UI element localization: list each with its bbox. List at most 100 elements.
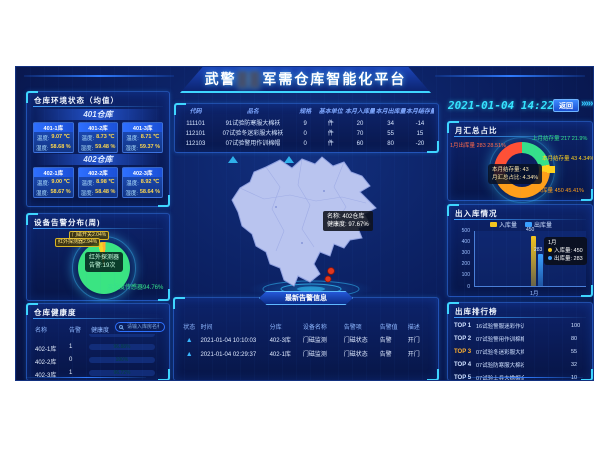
env-card[interactable]: 402-2库 温度: 8.98 ℃ 湿度: 58.48 % (77, 167, 119, 198)
pie-tooltip: 红外探测器 告警:19次 (85, 252, 124, 272)
list-item[interactable]: TOP 2 07试验警用作训棉帽 80 (454, 335, 578, 343)
temp-label: 温度: (81, 136, 95, 142)
header-left-line (24, 75, 174, 77)
city-dot (301, 242, 303, 244)
donut-label-lastmonth: 上月结存量 217 21.9% (532, 136, 588, 142)
hum-label: 湿度: (35, 191, 49, 197)
donut-label-outbound: 1月出库量 283 28.51% (450, 143, 506, 149)
city-dot (323, 190, 325, 192)
province-borders (239, 158, 367, 252)
env-status-panel: 仓库环境状态（均值） 401仓库 401-1库 温度: 9.07 ℃ 湿度: 58.… (26, 91, 170, 207)
flow-panel-title: 出入库情况 (455, 209, 498, 218)
inventory-panel: 代码 品名 规格 基本单位 本月入库量 本月出库量 本月结存量 111101 91试验防寒服大… (174, 103, 439, 153)
bar-inbound[interactable] (531, 235, 536, 286)
header-right-line (435, 75, 585, 77)
table-row[interactable]: 111101 91试验防寒服大棉袄 9 件 20 34 -14 (186, 121, 425, 127)
table-row[interactable]: 402-1库 1 96.88% (27, 341, 169, 354)
pie-label-main: 温湿度传感器94.76% (107, 285, 164, 291)
bar-outbound[interactable] (538, 254, 543, 286)
selected-slice-notch (547, 166, 555, 173)
list-item[interactable]: TOP 4 07试验防寒服大棉袄 32 (454, 361, 578, 369)
alerts-header-row: 状态 时间 分库 设备名称 告警项 告警值 描述 (183, 325, 420, 331)
hum-value: 59.37 % (139, 144, 161, 150)
warehouse-marker[interactable] (327, 267, 335, 275)
group-401-cards: 401-1库 温度: 9.07 ℃ 湿度: 58.68 % 401-2库 温度: 8.… (33, 122, 164, 153)
table-row[interactable]: 402-2库 0 100% (27, 354, 169, 367)
chevrons-decoration: »»»»» (581, 98, 593, 109)
table-row[interactable]: 402-3库 1 96.72% (27, 367, 169, 380)
datetime-display: 2021-01-04 14:22:37 (448, 99, 574, 112)
hum-label: 湿度: (125, 191, 138, 197)
divider (454, 219, 586, 220)
sichuan-map[interactable] (206, 147, 416, 305)
hum-label: 湿度: (35, 146, 49, 152)
title-banner: 武警██军需仓库智能化平台 (180, 67, 431, 93)
list-item[interactable]: TOP 116试验警服迷彩作训帽100 (454, 322, 581, 330)
temp-label: 温度: (126, 136, 139, 142)
flow-panel: 出入库情况 入库量 出库量 500 400 300 200 100 0 450 … (447, 204, 593, 297)
warehouse-marker[interactable] (324, 275, 332, 283)
hum-label: 湿度: (80, 146, 94, 152)
env-card[interactable]: 401-3库 温度: 8.71 ℃ 湿度: 59.37 % (122, 122, 164, 153)
temp-label: 温度: (126, 181, 139, 187)
table-row[interactable]: ▲ 2021-01-04 10:10:03 402-3库 门磁监测 门磁状态 告警 开门 (185, 337, 420, 344)
y-tick: 100 (461, 272, 470, 278)
tooltip-dot-inbound (548, 248, 552, 252)
pie-label-infrared: 红外探测器2.94% (55, 238, 101, 247)
alert-triangle-icon: ▲ (185, 337, 193, 344)
list-item[interactable]: TOP 307试验冬迷彩服大棉袄55 (454, 348, 578, 356)
divider (33, 318, 163, 319)
bottom-deco-line (26, 377, 146, 378)
rank-bar (524, 337, 568, 341)
table-row[interactable]: 112101 07试验冬迷彩服大棉袄 0 件 70 55 15 (185, 131, 424, 137)
temp-value: 9.07 ℃ (51, 134, 70, 140)
divider (454, 317, 586, 318)
bar-tooltip: 1月 入库量: 450 出库量: 283 (544, 237, 587, 265)
x-axis-label: 1月 (530, 291, 539, 297)
hum-label: 湿度: (80, 191, 94, 197)
group-402-label: 402仓库 (35, 154, 161, 165)
env-card-title: 401-3库 (123, 123, 163, 132)
env-card-title: 402-1库 (34, 168, 73, 177)
legend-swatch (525, 222, 533, 227)
env-card[interactable]: 401-2库 温度: 8.73 ℃ 湿度: 59.48 % (77, 122, 119, 153)
env-card[interactable]: 402-3库 温度: 8.92 ℃ 湿度: 58.64 % (122, 167, 164, 198)
env-card-title: 402-2库 (78, 168, 118, 177)
table-row[interactable]: ▲ 2021-01-04 02:29:37 402-1库 门磁监测 门磁状态 告警 开门 (185, 351, 420, 358)
table-row[interactable] (27, 334, 169, 341)
y-tick: 400 (461, 239, 470, 245)
col-name: 名称 (35, 328, 48, 334)
health-bar: 100% (89, 357, 155, 363)
hum-label: 湿度: (125, 146, 138, 152)
y-tick: 300 (461, 250, 470, 256)
divider (454, 136, 586, 137)
legend-item-outbound[interactable]: 出库量 (525, 220, 552, 229)
province-shape (231, 156, 377, 287)
alarm-panel-title: 设备告警分布(周) (34, 218, 101, 227)
env-panel-title: 仓库环境状态（均值） (34, 96, 119, 105)
temp-value: 9.00 ℃ (51, 179, 70, 185)
search-input[interactable] (125, 323, 161, 331)
donut-label-balance: 本月结存量 43 4.34% (542, 156, 594, 162)
city-dot (275, 206, 277, 208)
donut-label-inbound: 1月入库量 450 45.41% (528, 188, 584, 194)
alarm-distribution-panel: 设备告警分布(周) 门磁开关2.04% 红外探测器2.94% 红外探测器 告警:… (26, 213, 170, 301)
col-alarm: 告警 (69, 328, 82, 334)
ranking-panel: 出库排行榜 TOP 116试验警服迷彩作训帽100 TOP 207试验警用作训棉… (447, 302, 593, 380)
y-tick: 200 (461, 261, 470, 267)
env-card[interactable]: 401-1库 温度: 9.07 ℃ 湿度: 58.68 % (33, 122, 74, 153)
divider (33, 106, 163, 107)
health-bar: 96.88% (89, 344, 155, 350)
page-title: 武警██军需仓库智能化平台 (204, 71, 407, 87)
health-panel-title: 仓库健康度 (34, 308, 77, 317)
temp-label: 温度: (36, 181, 50, 187)
back-button[interactable]: 返回 (553, 99, 579, 112)
health-bar (89, 334, 155, 337)
env-card-title: 402-3库 (123, 168, 163, 177)
env-card-title: 401-1库 (34, 123, 73, 132)
env-card[interactable]: 402-1库 温度: 9.00 ℃ 湿度: 58.67 % (33, 167, 74, 198)
legend-item-inbound[interactable]: 入库量 (490, 220, 517, 229)
alerts-panel: 最新告警信息 状态 时间 分库 设备名称 告警项 告警值 描述 ▲ 2021-01-04 10… (173, 291, 439, 380)
table-row[interactable]: 112103 07试验警用作训棉帽 0 件 60 80 -20 (185, 141, 425, 147)
inventory-header-row: 代码 品名 规格 基本单位 本月入库量 本月出库量 本月结存量 (189, 109, 434, 115)
